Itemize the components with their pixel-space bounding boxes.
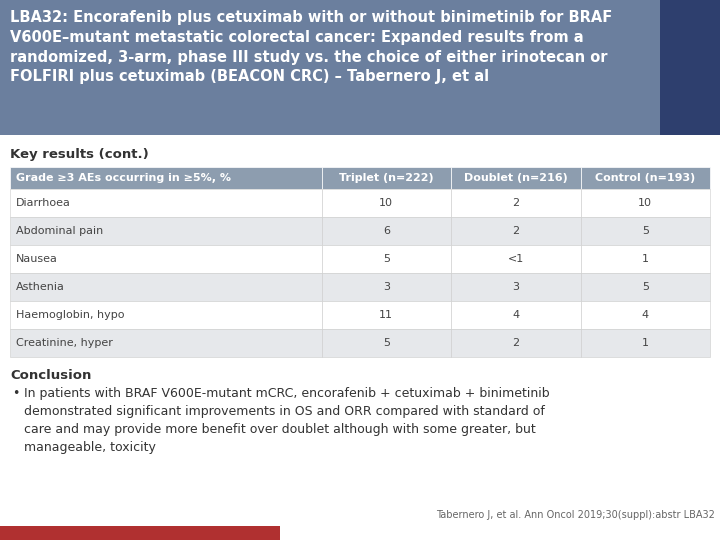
Text: In patients with BRAF V600E-mutant mCRC, encorafenib + cetuximab + binimetinib
d: In patients with BRAF V600E-mutant mCRC,… [24, 387, 549, 454]
Text: Creatinine, hyper: Creatinine, hyper [16, 338, 113, 348]
Text: 5: 5 [383, 254, 390, 264]
Bar [322, 273, 451, 301]
Bar [10, 245, 322, 273]
Text: 10: 10 [638, 198, 652, 208]
Text: 5: 5 [383, 338, 390, 348]
Bar [0, 526, 280, 540]
Bar [10, 189, 322, 217]
Text: 5: 5 [642, 226, 649, 236]
Bar [10, 217, 322, 245]
Text: Conclusion: Conclusion [10, 369, 91, 382]
Text: 6: 6 [383, 226, 390, 236]
Bar [322, 167, 451, 189]
Bar [322, 301, 451, 329]
Bar [0, 0, 660, 135]
Bar [10, 273, 322, 301]
Bar [451, 301, 580, 329]
Text: Triplet (n=222): Triplet (n=222) [339, 173, 433, 183]
Text: <1: <1 [508, 254, 524, 264]
Text: Abdominal pain: Abdominal pain [16, 226, 103, 236]
Text: Key results (cont.): Key results (cont.) [10, 148, 149, 161]
Bar [580, 167, 710, 189]
Bar [451, 273, 580, 301]
Text: 11: 11 [379, 310, 393, 320]
Bar [451, 329, 580, 357]
Text: 1: 1 [642, 338, 649, 348]
Text: 2: 2 [512, 198, 519, 208]
Bar [580, 273, 710, 301]
Bar [580, 217, 710, 245]
Bar [322, 329, 451, 357]
Text: 2: 2 [512, 226, 519, 236]
Bar [580, 301, 710, 329]
Text: 1: 1 [642, 254, 649, 264]
Text: LBA32: Encorafenib plus cetuximab with or without binimetinib for BRAF
V600E–mut: LBA32: Encorafenib plus cetuximab with o… [10, 10, 612, 84]
Text: Asthenia: Asthenia [16, 282, 65, 292]
Bar [10, 301, 322, 329]
Text: 3: 3 [512, 282, 519, 292]
Text: •: • [12, 387, 19, 400]
Bar [580, 245, 710, 273]
Text: 5: 5 [642, 282, 649, 292]
Bar [10, 329, 322, 357]
Bar [451, 245, 580, 273]
Bar [10, 167, 322, 189]
Text: 4: 4 [642, 310, 649, 320]
Bar [451, 217, 580, 245]
Bar [451, 189, 580, 217]
Text: 2: 2 [512, 338, 519, 348]
Bar [451, 167, 580, 189]
Text: Diarrhoea: Diarrhoea [16, 198, 71, 208]
Text: 4: 4 [512, 310, 519, 320]
Bar [580, 329, 710, 357]
Text: Doublet (n=216): Doublet (n=216) [464, 173, 567, 183]
Text: Nausea: Nausea [16, 254, 58, 264]
Bar [580, 189, 710, 217]
Bar [322, 245, 451, 273]
Text: 10: 10 [379, 198, 393, 208]
Text: Tabernero J, et al. Ann Oncol 2019;30(suppl):abstr LBA32: Tabernero J, et al. Ann Oncol 2019;30(su… [436, 510, 715, 520]
Text: Haemoglobin, hypo: Haemoglobin, hypo [16, 310, 125, 320]
Text: 3: 3 [383, 282, 390, 292]
Text: Grade ≥3 AEs occurring in ≥5%, %: Grade ≥3 AEs occurring in ≥5%, % [16, 173, 231, 183]
Bar [322, 189, 451, 217]
Bar [322, 217, 451, 245]
Bar [660, 0, 720, 135]
Text: Control (n=193): Control (n=193) [595, 173, 696, 183]
